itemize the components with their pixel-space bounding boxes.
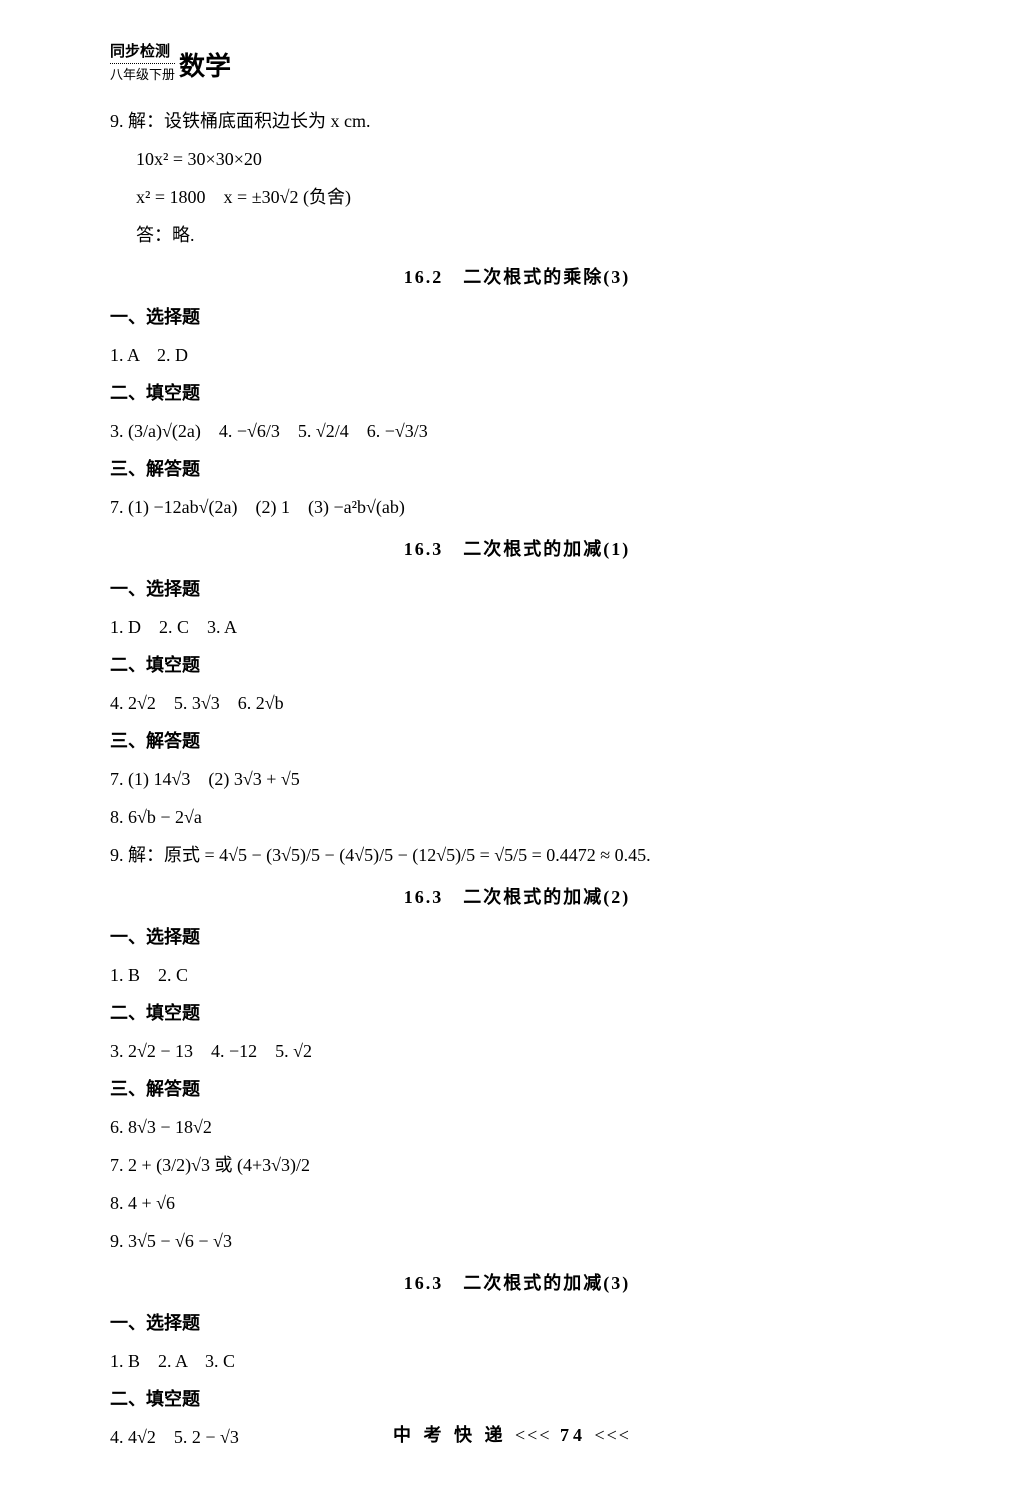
header-subject: 数学: [179, 46, 231, 83]
section-16-3-3-title: 16.3 二次根式的加减(3): [110, 1265, 924, 1301]
header-title: 同步检测: [110, 40, 175, 64]
section-16-3-2-title: 16.3 二次根式的加减(2): [110, 879, 924, 915]
sec2-choice-head: 一、选择题: [110, 571, 924, 607]
sec2-fill-head: 二、填空题: [110, 647, 924, 683]
sec1-solve-head: 三、解答题: [110, 451, 924, 487]
footer-arrow-right: <<<: [595, 1425, 631, 1445]
sec2-solve-9: 9. 解：原式 = 4√5 − (3√5)/5 − (4√5)/5 − (12√…: [110, 837, 924, 873]
sec4-choice-head: 一、选择题: [110, 1305, 924, 1341]
sec3-fill-ans: 3. 2√2 − 13 4. −12 5. √2: [110, 1033, 924, 1069]
sec2-solve-8: 8. 6√b − 2√a: [110, 799, 924, 835]
page-header: 同步检测 八年级下册 数学: [110, 40, 924, 83]
sec3-solve-9: 9. 3√5 − √6 − √3: [110, 1223, 924, 1259]
sec1-choice-ans: 1. A 2. D: [110, 337, 924, 373]
sec3-solve-head: 三、解答题: [110, 1071, 924, 1107]
sec2-solve-7: 7. (1) 14√3 (2) 3√3 + √5: [110, 761, 924, 797]
sec3-choice-ans: 1. B 2. C: [110, 957, 924, 993]
footer-arrow-left: <<<: [515, 1425, 551, 1445]
sec1-fill-ans: 3. (3/a)√(2a) 4. −√6/3 5. √2/4 6. −√3/3: [110, 413, 924, 449]
problem-9-line3: x² = 1800 x = ±30√2 (负舍): [110, 179, 924, 215]
sec1-solve-ans: 7. (1) −12ab√(2a) (2) 1 (3) −a²b√(ab): [110, 489, 924, 525]
page-content: 9. 解：设铁桶底面积边长为 x cm. 10x² = 30×30×20 x² …: [110, 103, 924, 1455]
sec3-fill-head: 二、填空题: [110, 995, 924, 1031]
sec2-choice-ans: 1. D 2. C 3. A: [110, 609, 924, 645]
footer-label: 中 考 快 递: [393, 1425, 507, 1445]
problem-9-line2: 10x² = 30×30×20: [110, 141, 924, 177]
sec4-fill-head: 二、填空题: [110, 1381, 924, 1417]
sec1-fill-head: 二、填空题: [110, 375, 924, 411]
sec1-choice-head: 一、选择题: [110, 299, 924, 335]
problem-9-line1: 9. 解：设铁桶底面积边长为 x cm.: [110, 103, 924, 139]
footer-page-number: 74: [560, 1425, 586, 1445]
page-footer: 中 考 快 递 <<< 74 <<<: [0, 1421, 1024, 1447]
sec3-solve-8: 8. 4 + √6: [110, 1185, 924, 1221]
sec4-choice-ans: 1. B 2. A 3. C: [110, 1343, 924, 1379]
sec2-fill-ans: 4. 2√2 5. 3√3 6. 2√b: [110, 685, 924, 721]
problem-9-line4: 答：略.: [110, 217, 924, 253]
sec2-solve-head: 三、解答题: [110, 723, 924, 759]
sec3-choice-head: 一、选择题: [110, 919, 924, 955]
sec3-solve-7: 7. 2 + (3/2)√3 或 (4+3√3)/2: [110, 1147, 924, 1183]
header-subtitle: 八年级下册: [110, 64, 175, 83]
section-16-3-1-title: 16.3 二次根式的加减(1): [110, 531, 924, 567]
sec3-solve-6: 6. 8√3 − 18√2: [110, 1109, 924, 1145]
section-16-2-3-title: 16.2 二次根式的乘除(3): [110, 259, 924, 295]
